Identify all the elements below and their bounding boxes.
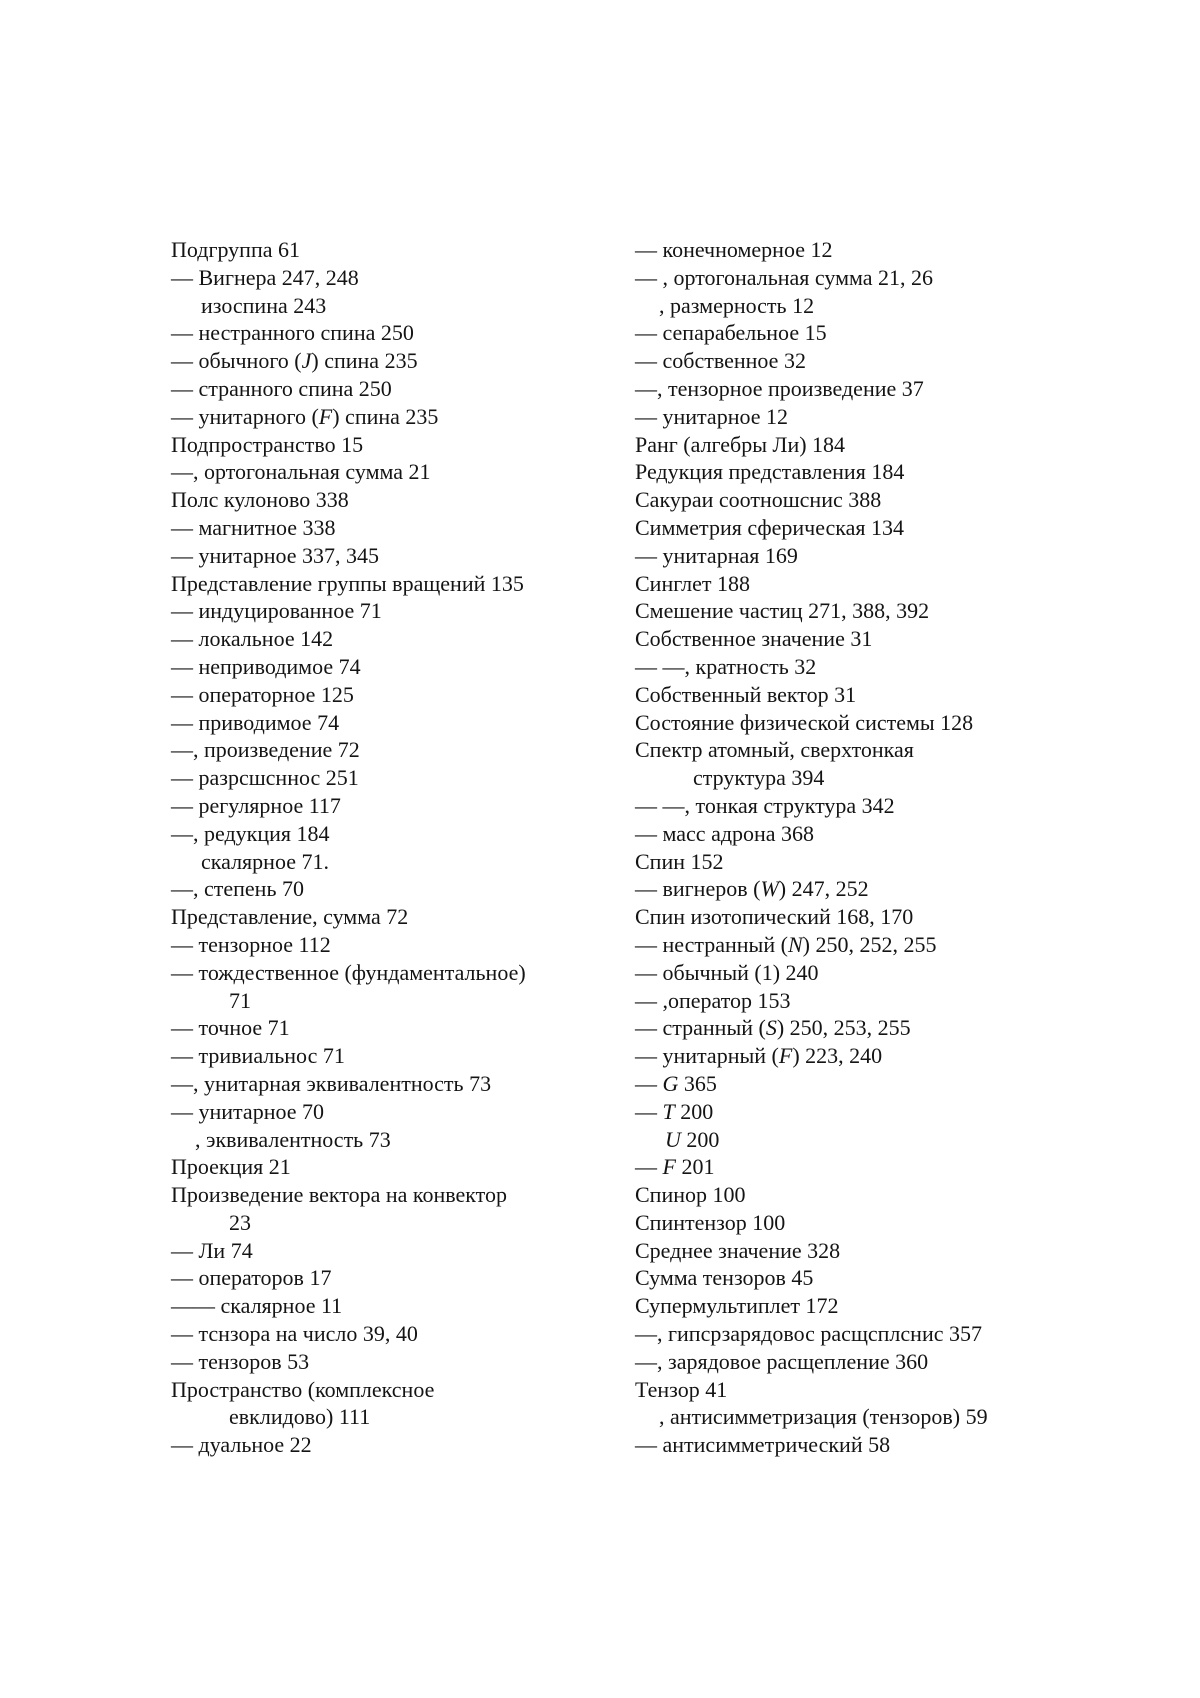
index-line: — масс адрона 368	[635, 820, 815, 846]
index-line: Спинтензор 100	[635, 1209, 786, 1235]
index-line: — —, кратность 32	[635, 653, 817, 679]
index-line: — операторное 125	[171, 681, 354, 707]
index-line: Среднее значение 328	[635, 1237, 841, 1263]
index-line: — конечномерное 12	[635, 237, 833, 262]
index-line: Представление, сумма 72	[171, 904, 409, 930]
index-line: —, степень 70	[171, 876, 304, 902]
index-line: — точное 71	[171, 1015, 290, 1041]
index-line: — тензоров 53	[171, 1348, 310, 1374]
index-line: — унитарное 12	[635, 403, 789, 429]
index-line: Собственный вектор 31	[635, 681, 857, 707]
index-line: — T 200	[635, 1098, 714, 1124]
index-column-right: — конечномерное 12— , ортогональная сумм…	[635, 236, 1065, 1459]
index-line: — разрсшсннос 251	[171, 765, 359, 791]
index-line: — Вигнера 247, 248	[171, 264, 359, 290]
index-line: Ранг (алгебры Ли) 184	[635, 431, 846, 457]
index-line: — нестранный (N) 250, 252, 255	[635, 931, 937, 957]
index-line: Спектр атомный, сверхтонкая	[635, 737, 914, 763]
index-line: — унитарная 169	[635, 542, 798, 568]
index-line: —— скалярное 11	[171, 1293, 343, 1319]
index-line: —, унитарная эквивалентность 73	[171, 1070, 492, 1096]
index-column-left: Подгруппа 61— Вигнера 247, 248 изоспина 2…	[171, 236, 591, 1459]
index-line: — обычный (1) 240	[635, 959, 819, 985]
index-line: — сепарабельное 15	[635, 320, 827, 346]
index-line: — унитарный (F) 223, 240	[635, 1043, 883, 1069]
index-line: скалярное 71.	[201, 848, 329, 874]
index-line: Произведение вектора на конвектор	[171, 1182, 507, 1208]
index-line: Смешение частиц 271, 388, 392	[635, 598, 930, 624]
index-line: — антисимметрический 58	[635, 1432, 891, 1458]
index-line: , эквивалентность 73	[195, 1126, 391, 1152]
index-line: Подпространство 15	[171, 431, 364, 457]
index-line: Спин 152	[635, 848, 724, 874]
index-line: Тензор 41	[635, 1376, 728, 1402]
index-line: структура 394	[693, 765, 825, 791]
index-line: —, гипсрзарядовос расщсплснис 357	[635, 1321, 982, 1347]
index-line: Представление группы вращений 135	[171, 570, 524, 596]
index-line: —, тензорное произведение 37	[635, 375, 924, 401]
index-line: —, зарядовое расщепление 360	[635, 1348, 929, 1374]
index-line: — тснзора на число 39, 40	[171, 1321, 418, 1347]
index-line: — локальное 142	[171, 626, 334, 652]
index-line: U 200	[665, 1126, 720, 1152]
index-line: — тождественное (фундаментальное)	[171, 959, 526, 985]
index-line: — регулярное 117	[171, 792, 341, 818]
index-line: , антисимметризация (тензоров) 59	[659, 1404, 988, 1430]
index-line: — F 201	[635, 1154, 715, 1180]
index-line: Симметрия сферическая 134	[635, 514, 905, 540]
index-line: Синглет 188	[635, 570, 750, 596]
index-line: 23	[229, 1209, 251, 1235]
index-line: евклидово) 111	[229, 1404, 371, 1430]
index-line: — , ортогональная сумма 21, 26	[635, 264, 934, 290]
index-line: — операторов 17	[171, 1265, 332, 1291]
index-line: —, ортогональная сумма 21	[171, 459, 431, 485]
index-line: — унитарного (F) спина 235	[171, 403, 439, 429]
index-line: Полс кулоново 338	[171, 487, 349, 513]
index-line: — дуальное 22	[171, 1432, 312, 1458]
index-line: Собственное значение 31	[635, 626, 873, 652]
index-line: — странный (S) 250, 253, 255	[635, 1015, 911, 1041]
index-line: — тривиальнос 71	[171, 1043, 345, 1069]
index-line: — приводимое 74	[171, 709, 340, 735]
index-line: — унитарное 337, 345	[171, 542, 380, 568]
index-line: — обычного (J) спина 235	[171, 348, 418, 374]
index-line: Проекция 21	[171, 1154, 291, 1180]
index-line: Сакураи соотношснис 388	[635, 487, 882, 513]
index-line: Подгруппа 61	[171, 237, 300, 262]
index-line: Сумма тензоров 45	[635, 1265, 814, 1291]
index-line: —, редукция 184	[171, 820, 330, 846]
index-line: Состояние физической системы 128	[635, 709, 974, 735]
index-line: — индуцированное 71	[171, 598, 382, 624]
index-line: — вигнеров (W) 247, 252	[635, 876, 869, 902]
index-line: — странного спина 250	[171, 375, 392, 401]
index-line: Пространство (комплексное	[171, 1376, 435, 1402]
index-line: — собственное 32	[635, 348, 806, 374]
index-line: 71	[229, 987, 251, 1013]
index-line: — тензорное 112	[171, 931, 331, 957]
index-line: — G 365	[635, 1070, 717, 1096]
index-line: Спин изотопический 168, 170	[635, 904, 914, 930]
index-line: — ,оператор 153	[635, 987, 791, 1013]
index-line: — нестранного спина 250	[171, 320, 414, 346]
index-line: , размерность 12	[659, 292, 815, 318]
index-line: — магнитное 338	[171, 514, 336, 540]
index-line: — —, тонкая структура 342	[635, 792, 895, 818]
index-line: Редукция представления 184	[635, 459, 905, 485]
index-line: Супермультиплет 172	[635, 1293, 839, 1319]
index-line: изоспина 243	[201, 292, 327, 318]
index-line: — неприводимое 74	[171, 653, 361, 679]
index-line: Спинор 100	[635, 1182, 746, 1208]
index-line: — Ли 74	[171, 1237, 253, 1263]
index-line: —, произведение 72	[171, 737, 360, 763]
index-line: — унитарное 70	[171, 1098, 325, 1124]
